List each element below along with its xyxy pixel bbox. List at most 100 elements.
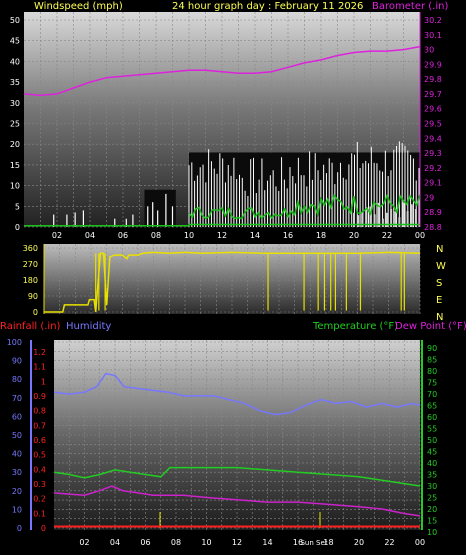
time-tick-label: 10 xyxy=(184,231,194,240)
humidity-tick-label: 10 xyxy=(12,505,22,514)
temperature-tick-label: 40 xyxy=(427,459,437,468)
temperature-line xyxy=(53,466,421,487)
time-tick-label: 22 xyxy=(382,231,392,240)
chart-date-title: 24 hour graph day : February 11 2026 xyxy=(172,1,363,12)
barometer-tick-label: 29.2 xyxy=(424,164,442,173)
temperature-tick-label: 65 xyxy=(427,402,437,411)
temperature-tick-label: 80 xyxy=(427,367,437,376)
barometer-tick-label: 29.5 xyxy=(424,120,442,129)
rainfall-tick-label: 1.2 xyxy=(33,348,46,357)
temperature-tick-label: 60 xyxy=(427,413,437,422)
humidity-tick-label: 100 xyxy=(7,338,22,347)
time-tick-label: 18 xyxy=(316,231,326,240)
time-tick-label: 12 xyxy=(232,538,242,547)
temperature-tick-label: 70 xyxy=(427,390,437,399)
barometer-tick-label: 29.3 xyxy=(424,149,442,158)
wind-direction-line xyxy=(44,251,421,313)
time-tick-label: 04 xyxy=(85,231,95,240)
rainfall-tick-label: 0 xyxy=(41,524,46,533)
windspeed-tick-label: 25 xyxy=(10,120,20,129)
windspeed-tick-label: 5 xyxy=(15,202,20,211)
barometer-line xyxy=(23,45,421,97)
humidity-tick-label: 20 xyxy=(12,487,22,496)
rainfall-tick-label: 0.7 xyxy=(33,421,46,430)
temperature-tick-label: 55 xyxy=(427,425,437,434)
rainfall-tick-label: 0.9 xyxy=(33,392,46,401)
time-tick-label: 20 xyxy=(354,538,364,547)
direction-tick-label: 270 xyxy=(23,260,38,269)
rainfall-tick-label: 0.4 xyxy=(33,465,46,474)
barometer-tick-label: 28.9 xyxy=(424,208,442,217)
temperature-tick-label: 10 xyxy=(427,528,437,537)
humidity-temperature-panel: 0 0.1 0.2 0.3 0.4 0.5 0.6 0.7 0.8 0.9 1 1.1 1.2 0 10 2… xyxy=(7,338,437,547)
humidity-tick-label: 50 xyxy=(12,431,22,440)
humidity-tick-label: 70 xyxy=(12,394,22,403)
temperature-tick-label: 20 xyxy=(427,505,437,514)
windspeed-barometer-panel: 0 5 10 15 20 25 30 35 40 45 50 28.8 28.9 29 29.1 29.2 2… xyxy=(10,12,442,240)
temperature-tick-label: 15 xyxy=(427,517,437,526)
rainfall-tick-label: 0.1 xyxy=(33,509,46,518)
rainfall-tick-label: 0.5 xyxy=(33,451,46,460)
temperature-tick-label: 75 xyxy=(427,379,437,388)
windspeed-tick-label: 10 xyxy=(10,182,20,191)
time-tick-label: 16 xyxy=(283,231,293,240)
humidity-tick-label: 30 xyxy=(12,468,22,477)
barometer-tick-label: 29.4 xyxy=(424,134,442,143)
rainfall-tick-label: 0.3 xyxy=(33,480,46,489)
time-tick-label: 18 xyxy=(323,538,333,547)
temperature-tick-label: 50 xyxy=(427,436,437,445)
time-tick-label: 02 xyxy=(79,538,89,547)
barometer-tick-label: 28.8 xyxy=(424,223,442,232)
rainfall-tick-label: 1 xyxy=(41,377,46,386)
barometer-tick-label: 29.7 xyxy=(424,90,442,99)
dewpoint-line xyxy=(53,485,421,517)
temperature-tick-label: 45 xyxy=(427,448,437,457)
barometer-axis-title: Barometer (.in) xyxy=(372,1,448,12)
wind-baseline xyxy=(24,223,420,227)
windspeed-tick-label: 50 xyxy=(10,16,20,25)
direction-tick-label: 180 xyxy=(23,276,38,285)
humidity-axis-title: Humidity xyxy=(66,321,111,332)
direction-tick-label: 360 xyxy=(23,244,38,253)
time-tick-label: 20 xyxy=(349,231,359,240)
windspeed-tick-label: 30 xyxy=(10,99,20,108)
wind-dense-region xyxy=(144,189,176,227)
compass-label: N xyxy=(436,312,443,323)
time-tick-label: 16 xyxy=(293,538,303,547)
time-tick-label: 00 xyxy=(415,231,425,240)
barometer-tick-label: 29.6 xyxy=(424,105,442,114)
temperature-tick-label: 25 xyxy=(427,494,437,503)
windspeed-tick-label: 40 xyxy=(10,57,20,66)
time-tick-label: 12 xyxy=(217,231,227,240)
temperature-tick-label: 85 xyxy=(427,356,437,365)
barometer-tick-label: 30.1 xyxy=(424,31,442,40)
time-tick-label: 06 xyxy=(118,231,128,240)
barometer-tick-label: 29.8 xyxy=(424,75,442,84)
time-tick-label: 22 xyxy=(384,538,394,547)
compass-label: E xyxy=(436,295,442,306)
time-tick-label: 02 xyxy=(52,231,62,240)
windspeed-tick-label: 35 xyxy=(10,78,20,87)
time-tick-label: 14 xyxy=(262,538,272,547)
time-tick-label: 14 xyxy=(250,231,260,240)
temperature-tick-label: 35 xyxy=(427,471,437,480)
compass-label: N xyxy=(436,244,443,255)
temperature-axis-title: Temperature (°F) xyxy=(312,321,398,332)
windspeed-axis-title: Windspeed (mph) xyxy=(34,1,123,12)
time-tick-label: 04 xyxy=(110,538,120,547)
dewpoint-axis-title: Dew Point (°F) xyxy=(395,321,466,332)
windspeed-tick-label: 15 xyxy=(10,161,20,170)
barometer-tick-label: 29.1 xyxy=(424,179,442,188)
time-tick-label: Sun Set xyxy=(300,539,327,547)
humidity-tick-label: 90 xyxy=(12,357,22,366)
rainfall-axis-title: Rainfall (.in) xyxy=(0,321,61,332)
rainfall-tick-label: 0.2 xyxy=(33,495,46,504)
time-tick-label: 08 xyxy=(171,538,181,547)
humidity-tick-label: 40 xyxy=(12,450,22,459)
temperature-tick-label: 90 xyxy=(427,344,437,353)
direction-tick-label: 0 xyxy=(33,308,38,317)
compass-label: W xyxy=(436,261,446,272)
direction-tick-label: 90 xyxy=(28,292,38,301)
temperature-tick-label: 30 xyxy=(427,482,437,491)
